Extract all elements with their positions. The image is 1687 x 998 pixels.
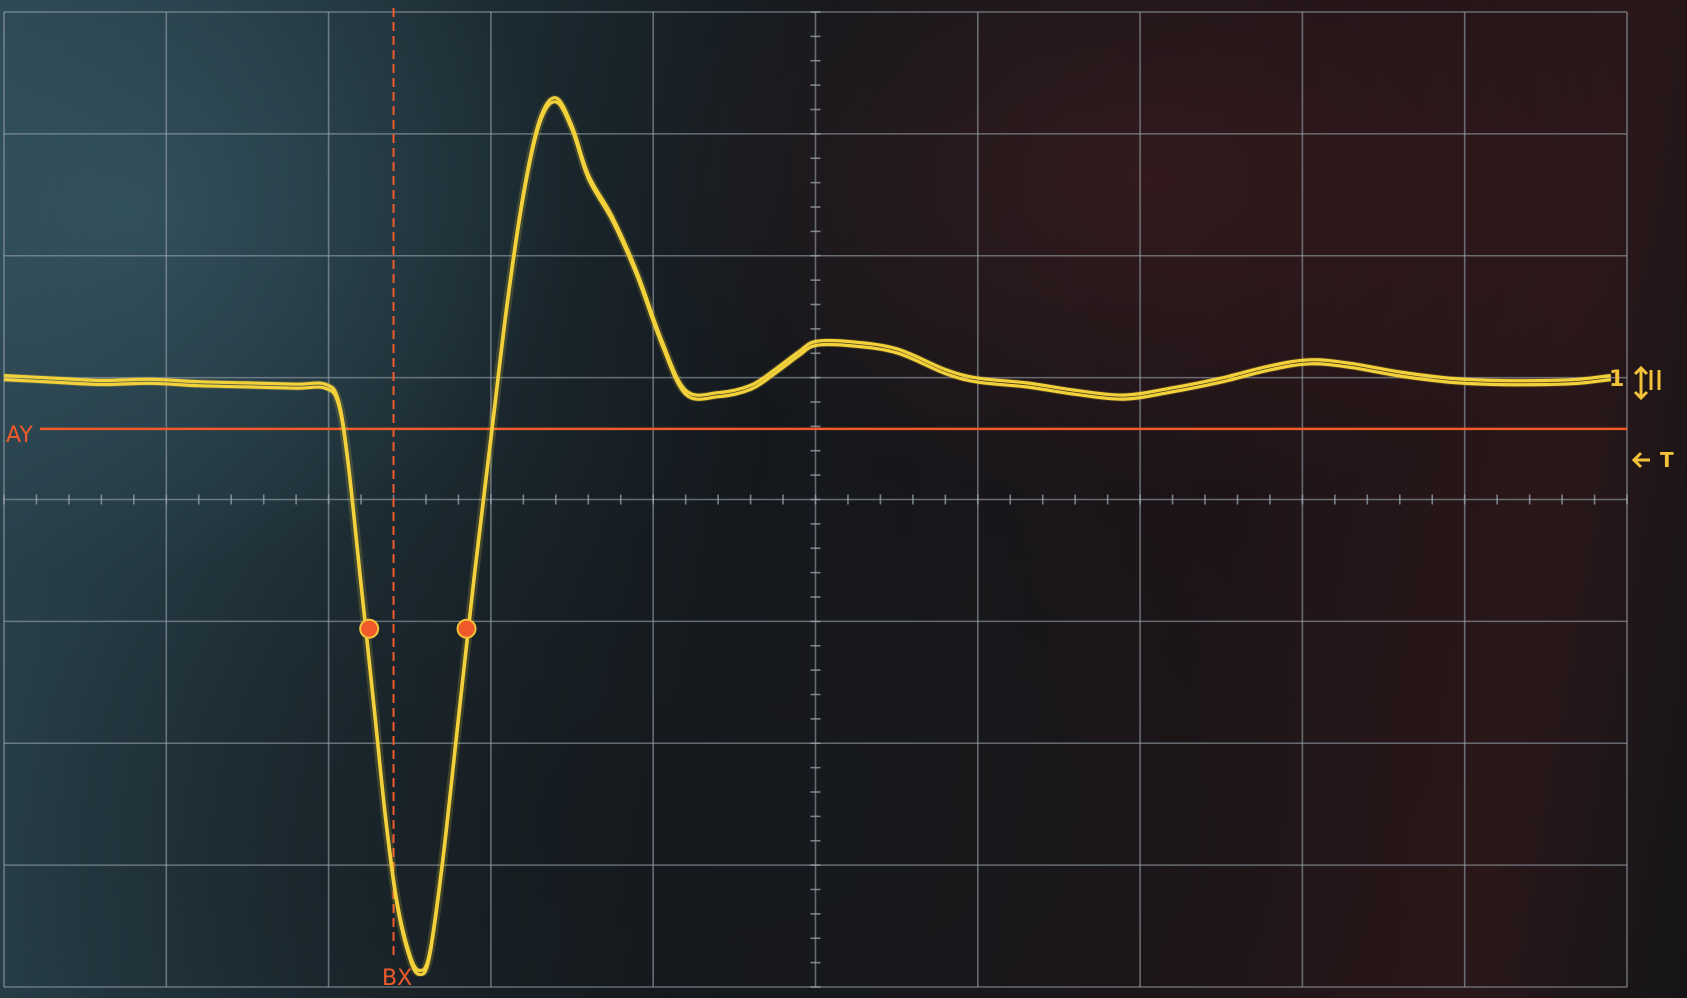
cursor-intersection-points	[359, 618, 477, 639]
trace-line-lower	[3, 100, 1611, 977]
cursor-point-dot	[359, 618, 380, 639]
trace-glow	[3, 95, 1612, 977]
channel-1-marker: 1	[1609, 367, 1624, 392]
trace-channel-1	[3, 95, 1612, 977]
cursor-bx-label: BX	[382, 966, 412, 991]
arrow-left-icon	[1631, 451, 1650, 469]
graticule-ticks	[3, 11, 1628, 988]
trace-line-upper	[3, 96, 1611, 973]
cursor-ay-label: AY	[6, 423, 33, 448]
cursor-point-dot	[456, 618, 477, 639]
arrow-up-down-icon	[1633, 365, 1661, 401]
trigger-level-marker: T	[1660, 448, 1674, 472]
